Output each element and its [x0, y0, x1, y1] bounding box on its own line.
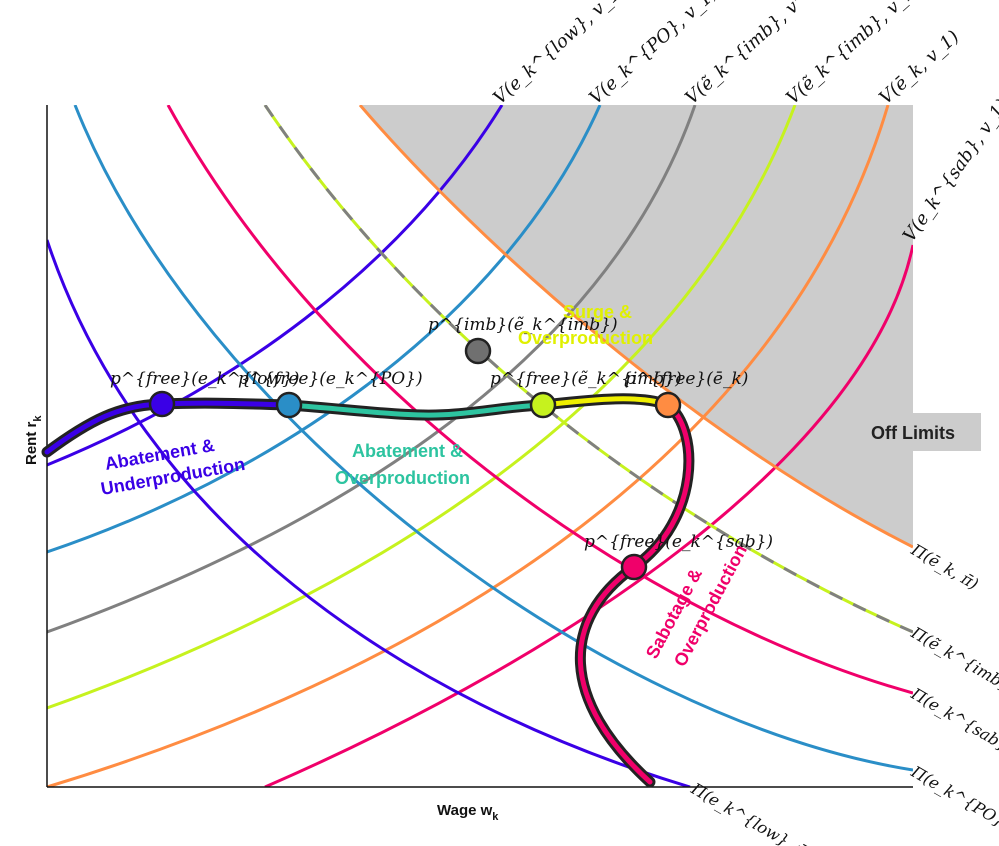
label-pi-low: Π(e_k^{low}, π̄)	[687, 779, 816, 846]
v-curve-bar	[47, 105, 890, 787]
label-point-imb: p^{imb}(ẽ_k^{imb})	[428, 315, 618, 335]
label-point-free-bar: p^{free}(ē_k)	[625, 369, 748, 389]
off-limits-label: Off Limits	[871, 423, 955, 443]
path-abatement-over-fill	[286, 402, 546, 418]
region-surge-line2: Overproduction	[518, 328, 653, 348]
x-axis-label: Wage wk	[437, 802, 499, 823]
pi-curve-imb-tilde-dash	[263, 105, 913, 634]
point-free-bar	[654, 391, 682, 419]
point-free-low	[148, 390, 176, 418]
label-point-free-imb: p^{free}(ẽ_k^{imb})	[490, 369, 682, 389]
v-curve-po	[47, 105, 602, 554]
pi-curve-low	[47, 239, 691, 787]
v-curve-low	[47, 105, 504, 467]
region-abatement-over-line1: Abatement &	[352, 441, 463, 461]
region-abatement-over-line2: Overproduction	[335, 468, 470, 488]
label-pi-po: Π(e_k^{PO}, π̄)	[907, 762, 999, 845]
point-free-imb	[529, 391, 557, 419]
off-limits-label-bg	[861, 413, 981, 451]
label-point-free-po: p^{free}(e_k^{PO})	[238, 369, 423, 389]
point-free-sab	[620, 553, 648, 581]
region-surge-line1: Surge &	[563, 302, 632, 322]
label-pi-bar: Π(ē_k, π̄)	[907, 540, 982, 594]
pi-curve-bar	[358, 105, 913, 549]
pi-curve-po	[73, 105, 913, 772]
v-curve-imb-v	[47, 105, 697, 634]
label-pi-sab: Π(e_k^{sab}, π̄)	[907, 684, 999, 769]
label-point-free-sab: p^{free}(e_k^{sab})	[584, 532, 773, 552]
v-curve-imb-tilde	[47, 105, 797, 710]
off-limits-region	[360, 105, 913, 547]
point-free-po	[275, 391, 303, 419]
label-point-free-low: p^{free}(e_k^{low})	[110, 369, 300, 389]
label-v-sab: V(e_k^{sab}, v_1)	[899, 95, 999, 246]
v-curve-sab	[264, 244, 913, 787]
label-v-bar: V(ē_k, v_1)	[875, 26, 963, 108]
pi-curve-sab	[166, 105, 913, 695]
point-imb	[464, 337, 492, 365]
y-axis-label: Rent rk	[23, 415, 44, 465]
